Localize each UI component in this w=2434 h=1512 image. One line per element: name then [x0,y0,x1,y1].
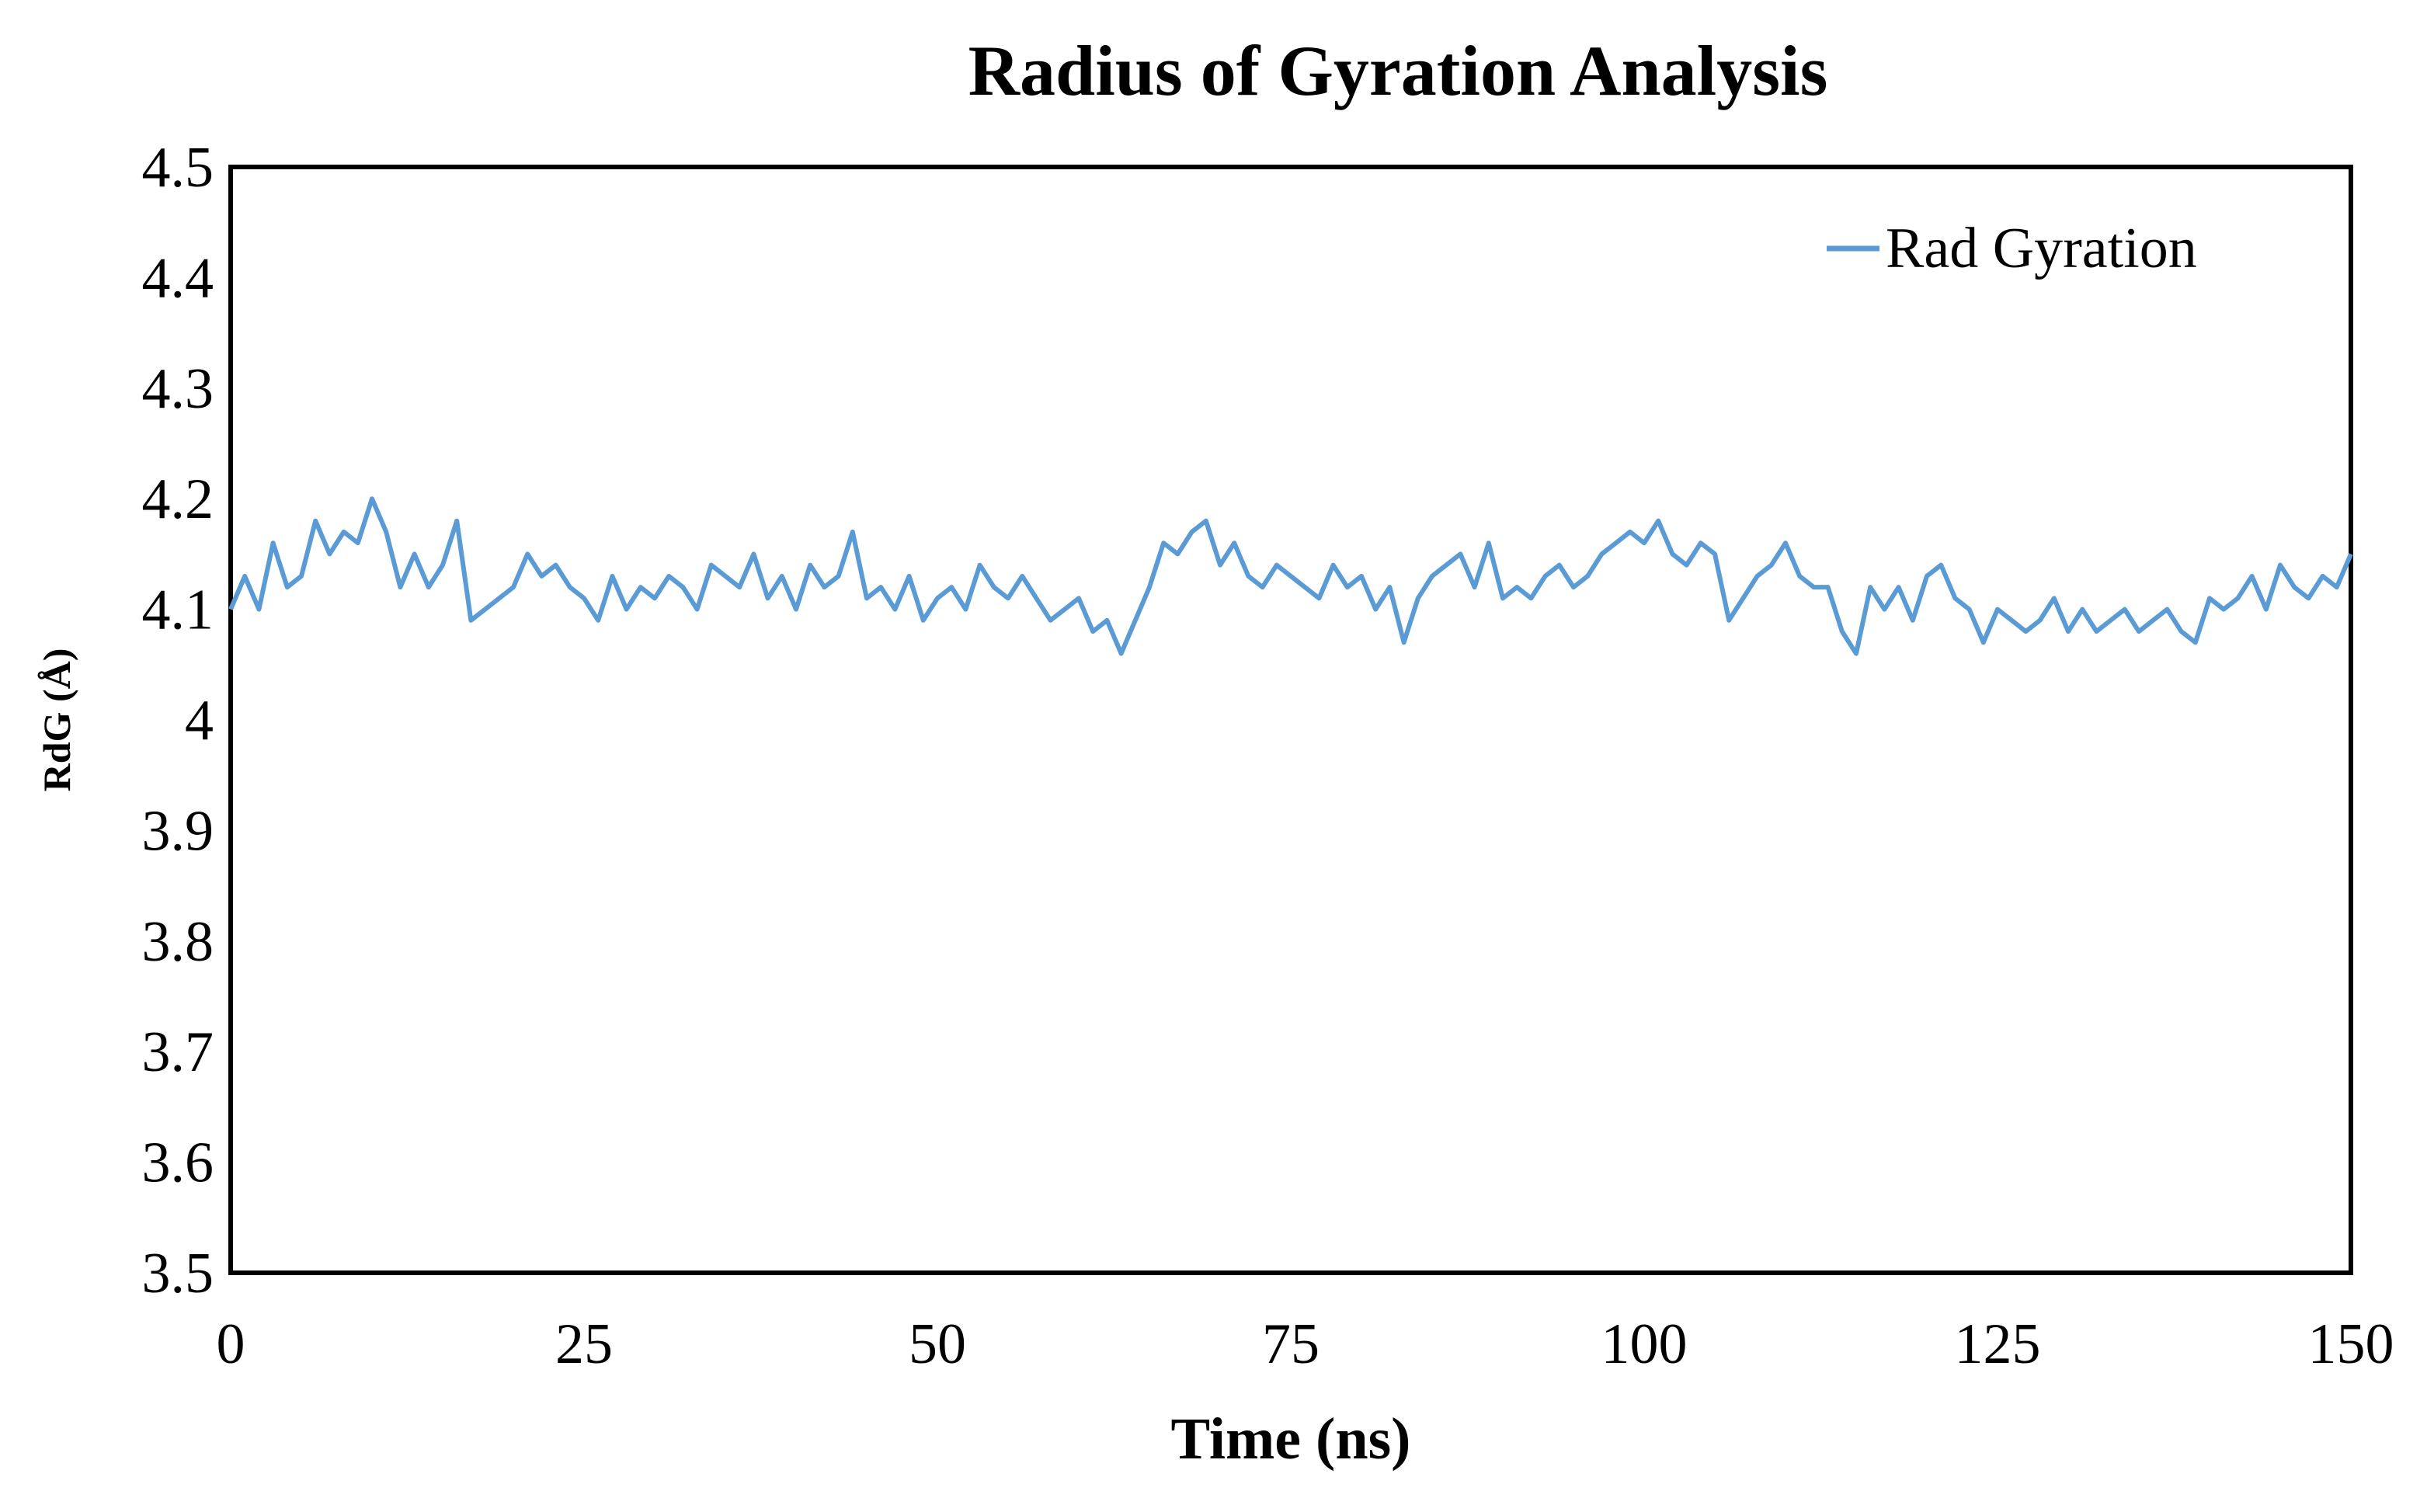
y-tick-label: 4 [185,689,214,753]
x-tick-label: 50 [909,1312,966,1376]
series-line-rad-gyration [228,496,2353,656]
x-axis-label: Time (ns) [1171,1406,1411,1472]
series-layer [228,496,2353,656]
legend: Rad Gyration [1827,217,2197,280]
x-tick-label: 100 [1601,1312,1688,1376]
y-tick-label: 4.5 [142,136,214,200]
y-tick-label: 3.6 [142,1131,214,1195]
plot-area-frame [228,165,2353,1275]
y-tick-label: 4.4 [142,246,214,310]
x-tick-label: 150 [2308,1312,2394,1376]
x-tick-label: 125 [1955,1312,2041,1376]
y-axis-label: RdG (Å) [35,648,78,792]
y-tick-label: 4.3 [142,357,214,421]
x-axis-ticks: 0 25 50 75 100 125 150 [217,1312,2394,1376]
y-tick-label: 3.5 [142,1242,214,1305]
legend-label-rad-gyration: Rad Gyration [1886,217,2197,280]
x-tick-label: 0 [217,1312,245,1376]
y-tick-label: 3.8 [142,910,214,974]
y-axis-ticks: 4.5 4.4 4.3 4.2 4.1 4 3.9 3.8 3.7 3.6 3.5 [142,136,214,1305]
y-tick-label: 4.2 [142,468,214,531]
y-tick-label: 3.9 [142,799,214,863]
y-tick-label: 3.7 [142,1020,214,1084]
x-tick-label: 25 [555,1312,613,1376]
y-tick-label: 4.1 [142,579,214,642]
chart-title: Radius of Gyration Analysis [968,31,1828,110]
x-tick-label: 75 [1262,1312,1320,1376]
